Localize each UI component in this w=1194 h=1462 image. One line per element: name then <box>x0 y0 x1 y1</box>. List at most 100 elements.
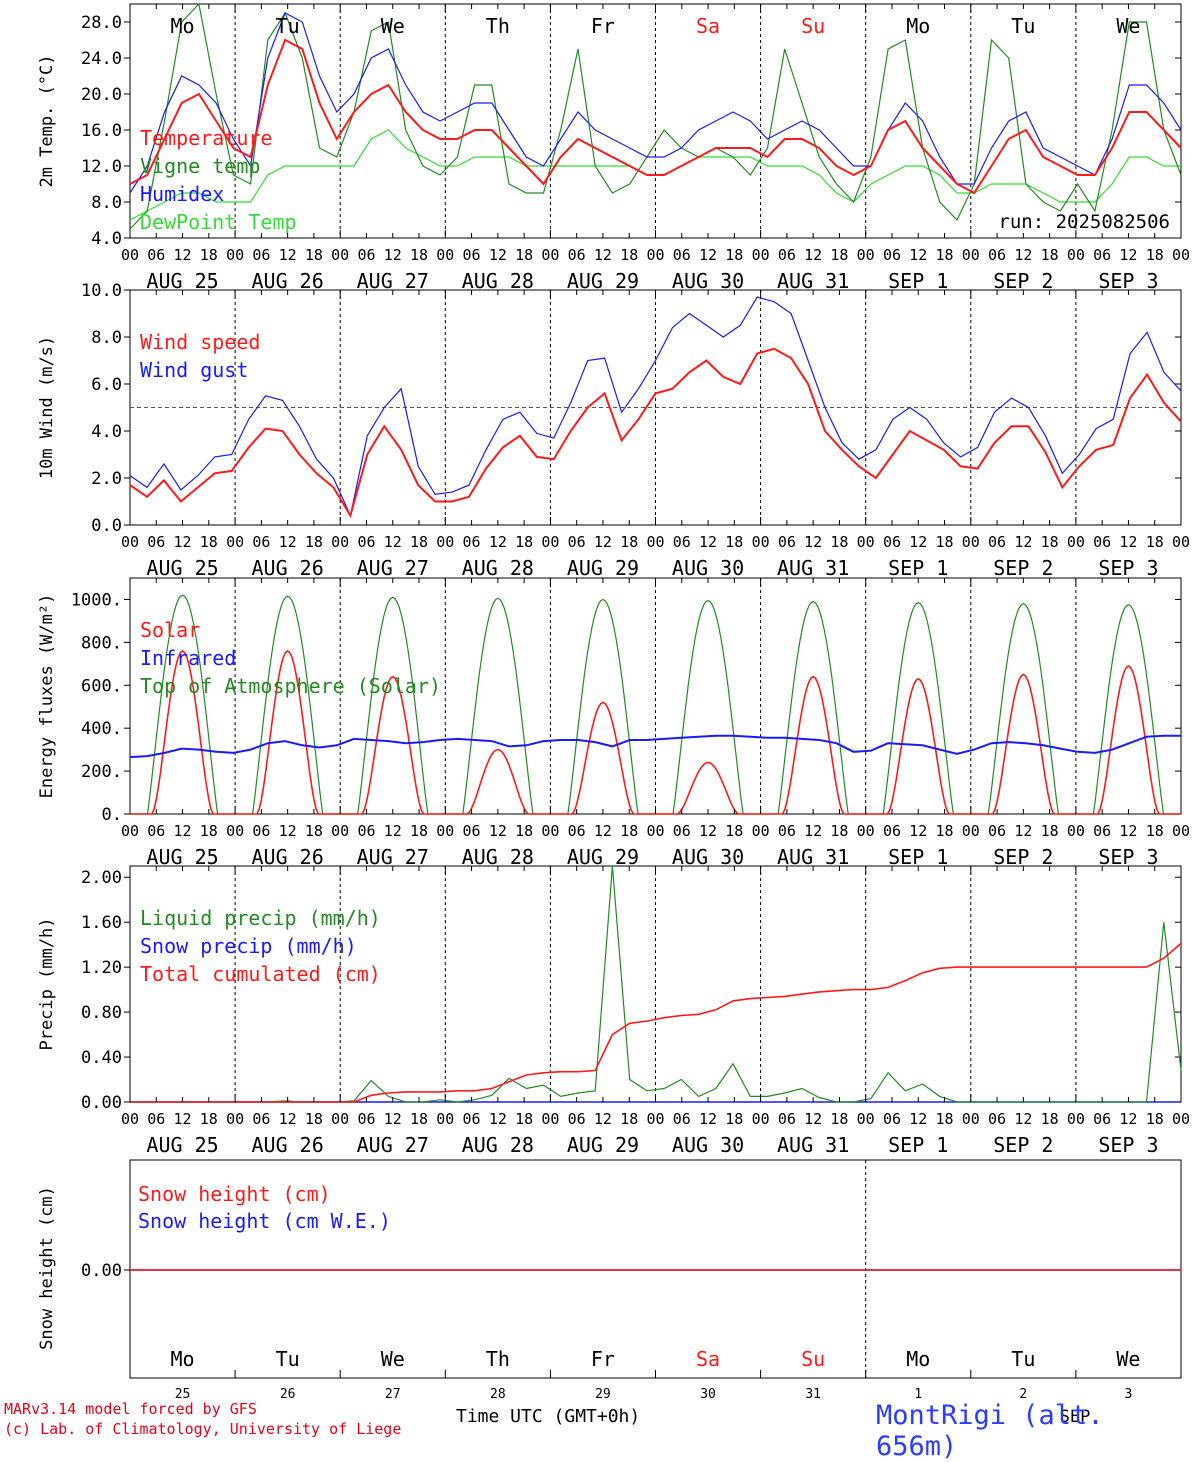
hour-tick-label: 18 <box>305 533 323 551</box>
date-label: AUG 27 <box>357 1133 429 1157</box>
hour-tick-label: 18 <box>1146 246 1164 264</box>
weekday-label: We <box>1116 14 1140 38</box>
series-line-solar <box>340 675 446 815</box>
hour-tick-label: 18 <box>725 246 743 264</box>
hour-tick-label: 12 <box>1119 822 1137 840</box>
series-line-top-of-atmosphere <box>550 598 656 815</box>
date-label: AUG 31 <box>777 269 849 293</box>
series-line-solar <box>1075 665 1181 815</box>
hour-tick-label: 06 <box>568 1110 586 1128</box>
legend-entry: Wind gust <box>140 358 248 382</box>
legend-entry: Wind speed <box>140 330 260 354</box>
day-number-label: 29 <box>595 1387 611 1402</box>
hour-tick-label: 18 <box>725 822 743 840</box>
date-label: AUG 30 <box>672 556 744 580</box>
hour-tick-label: 18 <box>935 533 953 551</box>
date-label: AUG 31 <box>777 845 849 869</box>
date-label: AUG 26 <box>252 1133 324 1157</box>
y-axis-label-5: Snow height (cm) <box>37 1186 57 1350</box>
month-label: SEP <box>1060 1407 1091 1427</box>
hour-tick-label: 18 <box>515 1110 533 1128</box>
legend-entry: Solar <box>140 618 200 642</box>
hour-tick-label: 18 <box>410 246 428 264</box>
hour-tick-label: 06 <box>988 533 1006 551</box>
day-number-label: 26 <box>280 1387 296 1402</box>
hour-tick-label: 06 <box>778 822 796 840</box>
series-line-solar <box>130 649 236 815</box>
date-label: SEP 2 <box>993 1133 1053 1157</box>
hour-tick-label: 18 <box>830 533 848 551</box>
hour-tick-label: 12 <box>804 1110 822 1128</box>
weekday-label: Sa <box>696 14 720 38</box>
hour-tick-label: 12 <box>1119 533 1137 551</box>
hour-tick-label: 06 <box>357 1110 375 1128</box>
hour-tick-label: 12 <box>174 822 192 840</box>
date-label: AUG 31 <box>777 556 849 580</box>
legend-entry: Snow height (cm) <box>138 1182 331 1206</box>
date-label: SEP 1 <box>888 845 948 869</box>
date-label: AUG 29 <box>567 845 639 869</box>
series-line-solar <box>445 748 551 815</box>
hour-tick-label: 00 <box>752 822 770 840</box>
series-line-top-of-atmosphere <box>760 600 866 815</box>
hour-tick-label: 18 <box>1146 822 1164 840</box>
hour-tick-label: 06 <box>568 533 586 551</box>
hour-tick-label: 12 <box>279 1110 297 1128</box>
y-tick-label: 4.0 <box>91 422 122 442</box>
hour-tick-label: 00 <box>541 246 559 264</box>
day-number-label: 1 <box>914 1387 922 1402</box>
series-line-solar <box>235 649 341 815</box>
hour-tick-label: 18 <box>1041 1110 1059 1128</box>
y-tick-label: 2.00 <box>81 868 122 888</box>
series-line-top-of-atmosphere <box>1075 604 1181 815</box>
hour-tick-label: 00 <box>121 1110 139 1128</box>
hour-tick-label: 06 <box>883 533 901 551</box>
legend-entry: DewPoint Temp <box>140 210 297 234</box>
day-number-label: 28 <box>490 1387 506 1402</box>
hour-tick-label: 06 <box>883 246 901 264</box>
hour-tick-label: 12 <box>1119 246 1137 264</box>
hour-tick-label: 06 <box>883 822 901 840</box>
hour-tick-label: 18 <box>515 822 533 840</box>
hour-tick-label: 18 <box>410 1110 428 1128</box>
hour-tick-label: 00 <box>436 822 454 840</box>
legend-entry: Total cumulated (cm) <box>140 962 381 986</box>
hour-tick-label: 00 <box>1172 533 1190 551</box>
series-line-top-of-atmosphere <box>655 599 761 815</box>
y-tick-label: 400. <box>81 719 122 739</box>
hour-tick-label: 06 <box>1093 533 1111 551</box>
hour-tick-label: 12 <box>489 533 507 551</box>
weekday-label: We <box>381 14 405 38</box>
hour-tick-label: 00 <box>331 246 349 264</box>
hour-tick-label: 12 <box>804 822 822 840</box>
hour-tick-label: 06 <box>1093 1110 1111 1128</box>
hour-tick-label: 12 <box>804 246 822 264</box>
y-tick-label: 8.0 <box>91 193 122 213</box>
hour-tick-label: 18 <box>410 822 428 840</box>
date-label: AUG 31 <box>777 1133 849 1157</box>
y-tick-label: 4.0 <box>91 229 122 249</box>
hour-tick-label: 12 <box>594 533 612 551</box>
date-label: SEP 2 <box>993 269 1053 293</box>
y-axis-label-4: Precip (mm/h) <box>37 917 57 1050</box>
y-axis-label-2: 10m Wind (m/s) <box>37 336 57 479</box>
hour-tick-label: 12 <box>699 246 717 264</box>
series-line-wind-gust <box>129 296 1182 518</box>
hour-tick-label: 06 <box>463 533 481 551</box>
hour-tick-label: 00 <box>1172 822 1190 840</box>
hour-tick-label: 12 <box>279 246 297 264</box>
weekday-label: Tu <box>276 14 300 38</box>
y-tick-label: 8.0 <box>91 328 122 348</box>
hour-tick-label: 12 <box>1014 822 1032 840</box>
hour-tick-label: 00 <box>646 533 664 551</box>
hour-tick-label: 18 <box>830 1110 848 1128</box>
weekday-label: Su <box>801 14 825 38</box>
series-line-temperature <box>129 38 1182 195</box>
hour-tick-label: 12 <box>489 822 507 840</box>
hour-tick-label: 06 <box>463 1110 481 1128</box>
hour-tick-label: 00 <box>857 246 875 264</box>
hour-tick-label: 00 <box>857 1110 875 1128</box>
y-tick-label: 2.0 <box>91 469 122 489</box>
hour-tick-label: 06 <box>988 822 1006 840</box>
